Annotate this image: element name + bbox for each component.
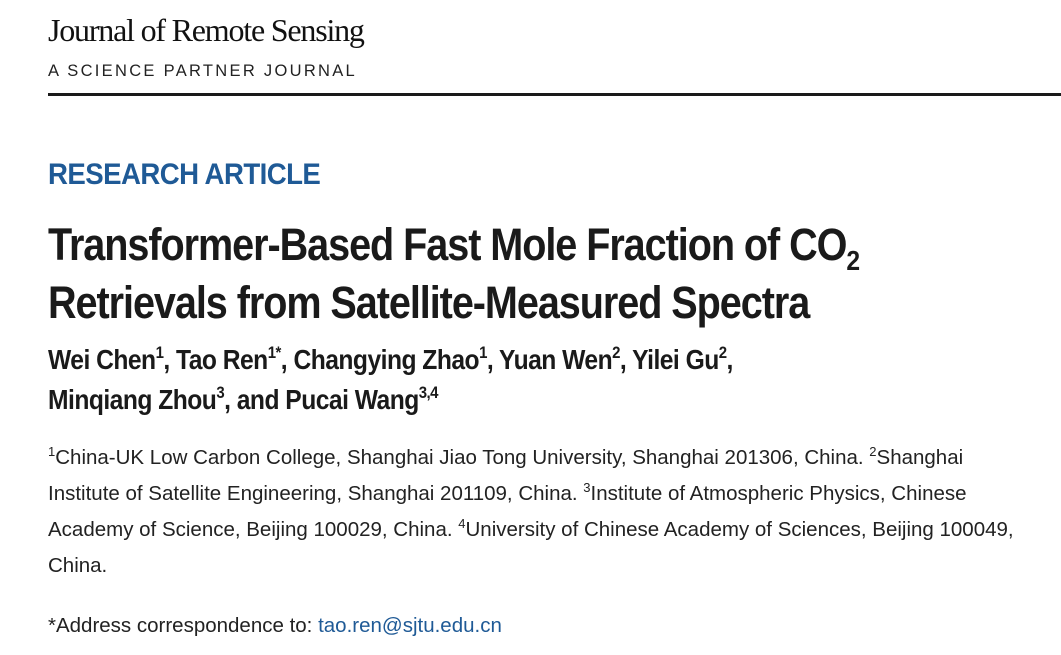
author-affiliation-mark: 2 — [612, 343, 620, 362]
correspondence: *Address correspondence to: tao.ren@sjtu… — [48, 614, 502, 638]
author-name: Yilei Gu — [632, 344, 719, 375]
author-separator: , and — [224, 384, 286, 415]
author-affiliation-mark: 1 — [155, 343, 164, 362]
author-affiliation-mark: 1 — [479, 343, 487, 362]
journal-name: Journal of Remote Sensing — [48, 12, 365, 48]
author-name: Wei Chen — [48, 344, 156, 375]
author-affiliation-mark: 3,4 — [418, 383, 439, 402]
author-separator: , — [486, 344, 500, 375]
author-name: Tao Ren — [176, 344, 268, 375]
author-separator: , — [619, 344, 633, 375]
affiliations: 1China-UK Low Carbon College, Shanghai J… — [48, 440, 1028, 584]
author-affiliation-mark: 3 — [216, 383, 225, 402]
author-line-1: Wei Chen1, Tao Ren1*, Changying Zhao1, Y… — [48, 340, 981, 380]
correspondence-email-link[interactable]: tao.ren@sjtu.edu.cn — [318, 614, 502, 637]
author-list: Wei Chen1, Tao Ren1*, Changying Zhao1, Y… — [48, 340, 981, 420]
author-line-2: Minqiang Zhou3, and Pucai Wang3,4 — [48, 380, 981, 420]
author-name: Minqiang Zhou — [48, 384, 217, 415]
author-separator: , — [280, 344, 294, 375]
affiliation-text: Institute of Atmospheric Physics, Chines… — [48, 482, 967, 541]
author-affiliation-mark: 1* — [267, 343, 282, 362]
article-title: Transformer-Based Fast Mole Fraction of … — [48, 216, 932, 332]
affiliation-number: 1 — [48, 444, 56, 459]
title-line-1-text: Transformer-Based Fast Mole Fraction of … — [48, 219, 847, 270]
author-separator: , — [726, 344, 734, 375]
affiliation-text: University of Chinese Academy of Science… — [48, 518, 1014, 577]
journal-subtitle: A SCIENCE PARTNER JOURNAL — [48, 62, 358, 80]
affiliation-text: China-UK Low Carbon College, Shanghai Ji… — [55, 446, 870, 469]
title-subscript: 2 — [846, 245, 860, 276]
affiliation-number: 3 — [583, 480, 591, 495]
title-line-2: Retrievals from Satellite-Measured Spect… — [48, 277, 810, 328]
affiliation-number: 2 — [869, 444, 877, 459]
affiliation-number: 4 — [458, 516, 466, 531]
article-header: Journal of Remote Sensing A SCIENCE PART… — [48, 0, 1061, 655]
article-type-label: RESEARCH ARTICLE — [48, 158, 321, 191]
author-name: Pucai Wang — [285, 384, 419, 415]
author-affiliation-mark: 2 — [718, 343, 727, 362]
header-divider — [48, 93, 1061, 96]
affiliation-text: Shanghai Institute of Satellite Engineer… — [48, 446, 964, 505]
correspondence-label: *Address correspondence to: — [48, 614, 319, 637]
author-name: Yuan Wen — [499, 344, 613, 375]
title-line-1: Transformer-Based Fast Mole Fraction of … — [48, 216, 932, 276]
author-separator: , — [163, 344, 177, 375]
author-name: Changying Zhao — [293, 344, 480, 375]
